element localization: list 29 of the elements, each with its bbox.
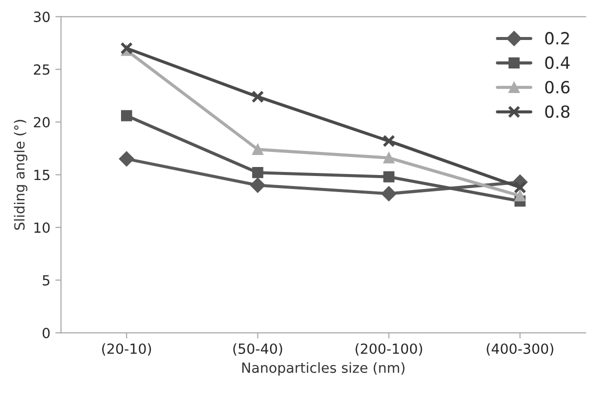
y-axis-title: Sliding angle (°): [14, 120, 28, 230]
legend-label: 0.4: [545, 56, 570, 70]
point: [252, 167, 264, 178]
point: [119, 151, 134, 166]
x-tick-label: (400-300): [486, 343, 554, 356]
y-tick-label: 10: [34, 222, 50, 233]
point: [250, 178, 266, 193]
y-tick-label: 20: [34, 116, 50, 128]
point: [514, 190, 526, 202]
legend-label: 0.2: [545, 32, 569, 45]
point: [514, 181, 526, 194]
x-tick-label: (200-100): [356, 343, 422, 356]
point: [251, 90, 264, 103]
point: [381, 186, 396, 202]
y-tick-label: 15: [34, 170, 50, 180]
y-tick-label: 0: [42, 328, 50, 338]
y-tick-label: 5: [42, 275, 50, 286]
point: [382, 134, 396, 148]
x-axis-title: Nanoparticles size (nm): [242, 362, 404, 376]
x-tick-label: (20-10): [102, 343, 151, 356]
y-tick-label: 30: [34, 12, 50, 22]
point: [121, 110, 132, 122]
point: [383, 171, 394, 182]
x-tick-label: (50-40): [233, 343, 282, 356]
point: [383, 152, 394, 164]
legend-label: 0.8: [545, 105, 570, 118]
legend-label: 0.6: [545, 80, 570, 94]
point: [252, 144, 264, 155]
y-tick-label: 25: [34, 64, 50, 75]
